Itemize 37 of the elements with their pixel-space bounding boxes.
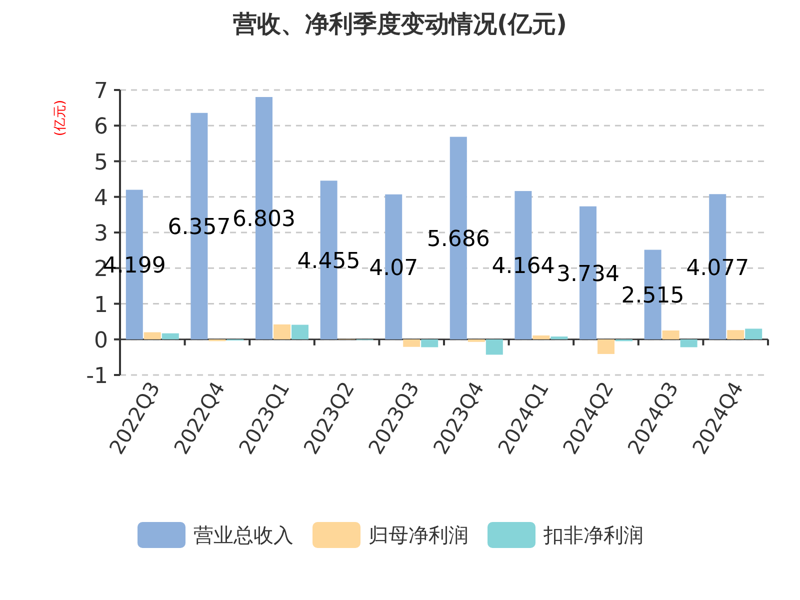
bar [550, 336, 568, 340]
data-label: 6.357 [168, 215, 231, 240]
bar [598, 339, 614, 354]
chart-title: 营收、净利季度变动情况(亿元) [232, 10, 567, 38]
y-tick-label: 4 [94, 186, 108, 211]
bar [162, 333, 179, 340]
y-tick-label: 0 [94, 328, 108, 354]
data-label: 4.164 [492, 254, 555, 280]
bar [662, 330, 680, 340]
legend-label: 扣非净利润 [542, 523, 644, 547]
y-tick-label: 5 [94, 150, 108, 176]
y-tick-label: 7 [94, 79, 108, 104]
y-tick-label: 1 [94, 292, 108, 318]
bar [144, 332, 161, 340]
bar [727, 330, 744, 340]
bar [486, 339, 503, 355]
data-label: 4.077 [686, 256, 750, 281]
bar [274, 324, 290, 340]
data-label: 6.803 [232, 207, 296, 232]
legend-label: 营业总收入 [194, 523, 294, 547]
bar [403, 339, 420, 347]
bar [680, 339, 698, 348]
legend-label: 归母净利润 [368, 523, 468, 547]
bar [468, 339, 485, 342]
data-label: 2.515 [621, 284, 684, 309]
y-tick-label: 6 [94, 114, 108, 140]
bar [745, 328, 762, 340]
data-label: 5.686 [426, 227, 490, 252]
data-label: 4.07 [369, 256, 418, 281]
y-axis-title: (亿元) [53, 100, 68, 136]
bar [532, 335, 550, 340]
y-tick-label: -1 [86, 364, 108, 389]
data-label: 3.734 [556, 262, 620, 287]
y-tick-label: 3 [94, 222, 108, 246]
bar [292, 324, 308, 340]
bar [421, 339, 438, 348]
data-label: 4.455 [297, 249, 360, 274]
